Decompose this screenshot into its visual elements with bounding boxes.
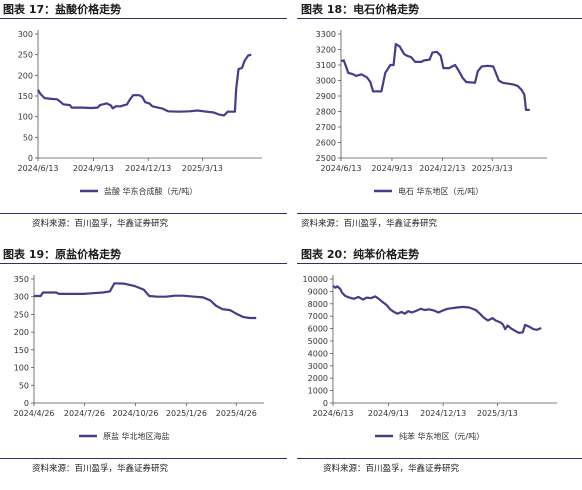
source-divider [297, 458, 582, 459]
y-tick-label: 50 [23, 133, 33, 142]
legend-label: 纯苯 华东地区（元/吨） [399, 431, 484, 441]
chart-source: 资料来源：百川盈孚，华鑫证券研究 [323, 464, 460, 474]
y-tick-label: 150 [18, 92, 33, 101]
chart-source: 资料来源：百川盈孚，华鑫证券研究 [32, 219, 169, 229]
y-tick-label: 3100 [316, 61, 336, 70]
chart-source: 资料来源：百川盈孚，华鑫证券研究 [301, 219, 438, 229]
x-tick-label: 2024/7/26 [64, 409, 105, 418]
y-tick-label: 1000 [308, 387, 328, 396]
y-tick-label: 250 [14, 310, 29, 319]
y-tick-label: 5000 [308, 337, 328, 346]
source-divider [0, 458, 287, 459]
y-tick-label: 50 [19, 381, 29, 390]
x-tick-label: 2024/4/26 [13, 409, 54, 418]
title-divider [297, 263, 582, 264]
y-tick-label: 8000 [308, 300, 328, 309]
legend-label: 原盐 华北地区海盐 [103, 431, 170, 441]
y-tick-label: 0 [28, 154, 33, 163]
title-divider [297, 18, 582, 19]
x-tick-label: 2024/6/13 [17, 164, 58, 173]
line-chart: 0 50 100 150 200 250 300 2024/6/13 2024/9/13 2024… [17, 30, 262, 196]
legend-label: 盐酸 华东合成酸（元/吨） [104, 186, 197, 196]
y-tick-label: 0 [323, 399, 328, 408]
series-line [37, 53, 252, 117]
y-tick-label: 3000 [316, 77, 336, 86]
line-chart: 0 1000 2000 3000 4000 5000 6000 7000 8000 9000 100… [303, 275, 557, 441]
source-divider [0, 213, 287, 214]
legend-label: 电石 华东地区（元/吨） [398, 186, 483, 196]
line-chart: 0 50 100 150 200 250 300 350 2024/4/26 2024/7/26 2… [13, 275, 264, 441]
y-tick-label: 9000 [308, 287, 328, 296]
y-tick-label: 3300 [316, 30, 336, 39]
y-tick-label: 2700 [316, 123, 336, 132]
y-tick-label: 3200 [316, 46, 336, 55]
series-line [340, 43, 530, 112]
y-tick-label: 6000 [308, 325, 328, 334]
chart-title: 图表 18：电石价格走势 [301, 3, 420, 16]
y-tick-label: 200 [14, 328, 29, 337]
y-tick-label: 4000 [308, 349, 328, 358]
x-tick-label: 2024/9/13 [371, 164, 412, 173]
y-tick-label: 300 [18, 30, 33, 39]
y-tick-label: 250 [18, 51, 33, 60]
chart-panel-benzene: 图表 20：纯苯价格走势 0 1000 2000 3000 4000 5000 6000 70… [291, 245, 582, 490]
chart-panel-raw-salt: 图表 19：原盐价格走势 0 50 100 150 200 250 300 350 2024/4… [0, 245, 291, 490]
x-tick-label: 2025/4/26 [216, 409, 257, 418]
title-divider [0, 18, 287, 19]
y-tick-label: 2500 [316, 154, 336, 163]
chart-panel-calcium-carbide: 图表 18：电石价格走势 2500 2600 2700 2800 2900 3000 310… [291, 0, 582, 245]
x-tick-label: 2024/12/13 [419, 164, 465, 173]
y-tick-label: 100 [18, 113, 33, 122]
chart-title: 图表 17：盐酸价格走势 [3, 3, 122, 16]
y-tick-label: 200 [18, 71, 33, 80]
x-tick-label: 2025/3/13 [472, 164, 513, 173]
chart-title: 图表 20：纯苯价格走势 [301, 248, 420, 261]
y-tick-label: 0 [24, 399, 29, 408]
y-tick-label: 2000 [308, 374, 328, 383]
x-tick-label: 2025/3/13 [182, 164, 223, 173]
y-tick-label: 300 [14, 293, 29, 302]
y-tick-label: 3000 [308, 362, 328, 371]
x-tick-label: 2024/12/13 [420, 409, 466, 418]
y-tick-label: 2600 [316, 139, 336, 148]
y-tick-label: 150 [14, 346, 29, 355]
chart-panel-hydrochloric-acid: 图表 17：盐酸价格走势 0 50 100 150 200 250 300 2024/6/13… [0, 0, 291, 245]
series-line [34, 282, 257, 320]
chart-title: 图表 19：原盐价格走势 [3, 248, 122, 261]
y-tick-label: 100 [14, 364, 29, 373]
x-tick-label: 2024/6/13 [320, 164, 361, 173]
x-tick-label: 2024/12/13 [125, 164, 171, 173]
y-tick-label: 7000 [308, 312, 328, 321]
title-divider [0, 263, 287, 264]
x-tick-label: 2024/9/13 [73, 164, 114, 173]
x-tick-label: 2025/1/26 [166, 409, 207, 418]
x-tick-label: 2025/3/13 [477, 409, 518, 418]
x-tick-label: 2024/6/13 [312, 409, 353, 418]
x-tick-label: 2024/9/13 [368, 409, 409, 418]
series-line [332, 284, 542, 335]
chart-source: 资料来源：百川盈孚，华鑫证券研究 [32, 464, 169, 474]
y-tick-label: 2900 [316, 92, 336, 101]
y-tick-label: 10000 [303, 275, 328, 284]
x-tick-label: 2024/10/26 [112, 409, 158, 418]
source-divider [297, 213, 582, 214]
y-tick-label: 350 [14, 275, 29, 284]
line-chart: 2500 2600 2700 2800 2900 3000 3100 3200 3300 2024… [316, 30, 547, 196]
y-tick-label: 2800 [316, 108, 336, 117]
